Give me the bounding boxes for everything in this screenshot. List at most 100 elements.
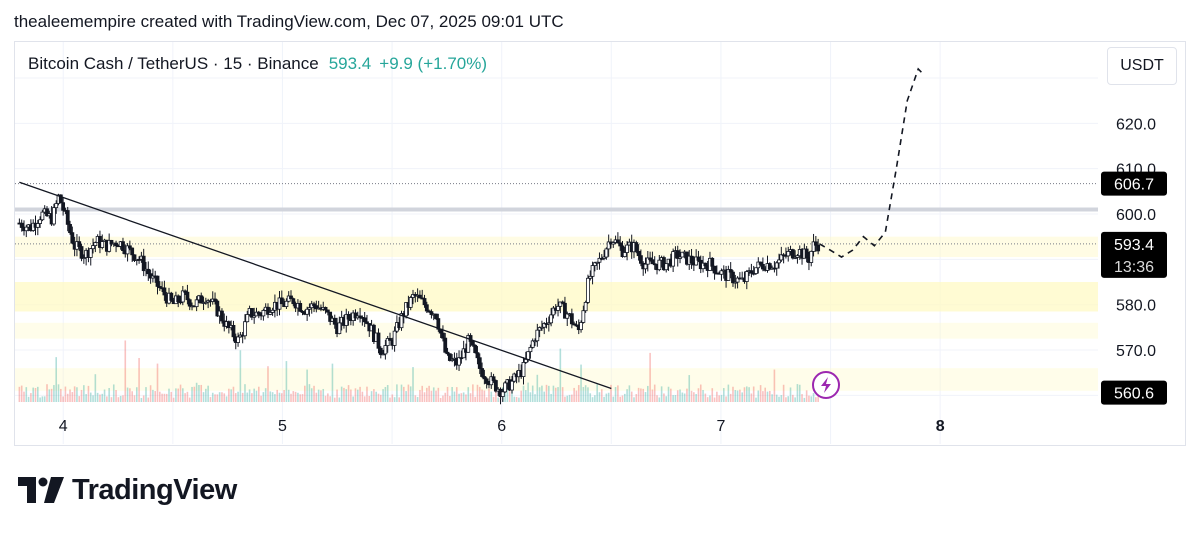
candle-body [772,267,777,270]
candle-body [231,325,236,338]
price-tag[interactable] [1101,171,1167,196]
x-axis-label: 5 [278,418,287,435]
candle-body [606,241,611,250]
tradingview-wordmark: TradingView [72,474,237,506]
price-tag[interactable] [1101,380,1167,405]
candle-body [226,321,231,329]
candle-body [761,263,765,270]
candle-body [137,258,141,261]
candle-body [595,261,600,264]
tradingview-logo: TradingView [18,474,237,507]
candle-body [712,265,717,274]
candle-body [710,257,715,267]
candle-body [586,277,590,303]
symbol-legend[interactable]: Bitcoin Cash / TetherUS · 15 · Binance 5… [28,54,487,74]
candle-body [125,245,130,255]
candle-body [597,257,602,263]
candle-body [392,330,397,346]
candle-body [643,263,648,270]
candle-body [530,340,535,348]
support-zone [15,322,1098,339]
candle-body [493,380,498,392]
candle-body [245,314,250,323]
candle-body [569,313,574,325]
candle-body [650,259,655,265]
currency-label: USDT [1120,57,1164,74]
candle-body [443,337,448,353]
candle-body [756,261,761,269]
candle-body [24,226,29,232]
candle-body [422,298,427,306]
candle-body [581,310,586,323]
candle-body [625,244,629,253]
price-tag-value: 606.7 [1114,177,1154,194]
candle-body [611,242,616,245]
candle-body [141,255,146,272]
candle-body [169,292,174,301]
candle-body [252,315,257,318]
candle-body [565,313,570,319]
lightning-bolt-icon [821,377,831,393]
currency-button[interactable]: USDT [1107,47,1177,85]
candle-body [572,323,577,326]
candle-body [473,344,478,354]
candle-body [551,307,556,316]
candle-body [378,347,383,355]
trend-line[interactable] [19,181,612,390]
candle-body [270,309,275,313]
last-price: 593.4 [328,54,372,73]
price-tag[interactable] [1101,231,1167,278]
candle-body [599,257,604,260]
candle-body [58,194,63,204]
support-zone [15,368,1098,391]
candle-body [645,257,650,265]
candle-body [694,256,699,266]
candle-body [130,247,135,256]
projection-path[interactable] [819,67,924,259]
candle-body [558,301,563,307]
candle-body [77,241,82,247]
symbol-title[interactable]: Bitcoin Cash / TetherUS · 15 · Binance [28,54,319,73]
candle-body [88,248,93,258]
candle-body [266,306,270,315]
candle-body [549,314,554,324]
candle-body [813,241,818,246]
candle-body [664,263,669,271]
candle-body [689,255,694,264]
candle-body [583,302,588,312]
candle-body [61,202,66,211]
candle-body [291,298,296,305]
candle-body [777,259,781,264]
x-axis-label: 6 [497,418,506,435]
candle-body [365,321,369,324]
candle-body [376,332,381,349]
candle-body [480,368,484,377]
candle-body [307,307,312,310]
support-zone [15,236,1098,258]
candle-body [533,340,537,343]
candle-body [109,239,114,245]
candle-body [107,239,112,252]
candle-body [731,271,735,284]
candle-body [436,318,441,330]
candle-body [592,262,597,266]
candle-body [68,223,72,234]
candle-body [434,313,438,319]
candle-body [475,352,480,359]
candle-body [622,252,627,257]
candle-body [236,336,240,343]
candle-body [579,322,583,331]
candle-body [466,335,471,353]
candle-body [79,246,84,259]
candle-body [203,301,208,304]
candle-body [385,338,390,346]
candle-body [157,286,162,289]
candle-body [383,345,388,355]
candle-body [215,300,220,317]
candle-body [199,295,204,304]
candle-body [767,263,772,270]
candle-body [45,208,49,217]
candle-body [429,311,434,315]
tradingview-logo-icon [18,476,64,503]
